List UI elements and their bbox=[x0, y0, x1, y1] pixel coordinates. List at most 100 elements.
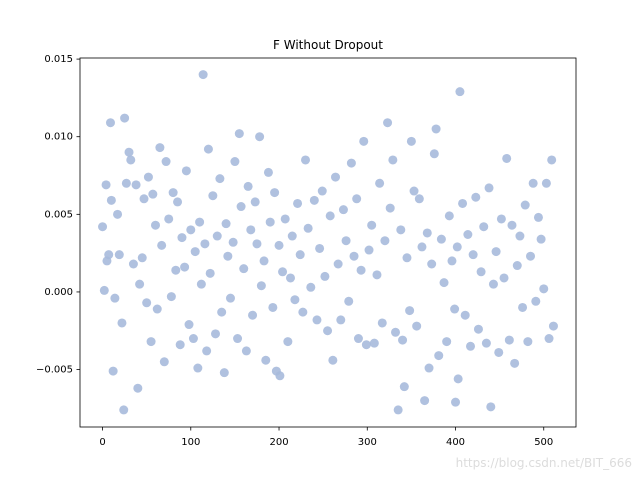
scatter-point bbox=[458, 198, 468, 208]
scatter-point bbox=[444, 211, 454, 221]
x-tick-label: 100 bbox=[181, 437, 200, 448]
y-tick-label: −0.005 bbox=[36, 365, 73, 376]
scatter-point bbox=[263, 167, 273, 177]
scatter-point bbox=[139, 194, 149, 204]
scatter-point bbox=[234, 129, 244, 139]
scatter-point bbox=[447, 256, 457, 266]
scatter-point bbox=[290, 295, 300, 305]
scatter-point bbox=[548, 321, 558, 331]
scatter-point bbox=[460, 310, 470, 320]
scatter-point bbox=[388, 155, 398, 165]
scatter-point bbox=[300, 155, 310, 165]
scatter-point bbox=[119, 405, 129, 415]
scatter-point bbox=[135, 279, 145, 289]
scatter-point bbox=[236, 202, 246, 212]
scatter-point bbox=[241, 346, 251, 356]
scatter-point bbox=[353, 334, 363, 344]
x-tick-label: 500 bbox=[534, 437, 553, 448]
scatter-point bbox=[547, 155, 557, 165]
scatter-point bbox=[287, 231, 297, 241]
scatter-point bbox=[391, 327, 401, 337]
scatter-point bbox=[128, 259, 138, 269]
scatter-point bbox=[414, 194, 424, 204]
scatter-point bbox=[377, 318, 387, 328]
scatter-point bbox=[137, 253, 147, 263]
scatter-point bbox=[114, 250, 124, 260]
scatter-point bbox=[451, 397, 461, 407]
scatter-point bbox=[221, 219, 231, 229]
scatter-point bbox=[504, 335, 514, 345]
scatter-point bbox=[239, 264, 249, 274]
scatter-point bbox=[105, 118, 115, 128]
scatter-point bbox=[436, 234, 446, 244]
scatter-point bbox=[106, 195, 116, 205]
scatter-point bbox=[499, 273, 509, 283]
scatter-point bbox=[331, 172, 341, 182]
scatter-point bbox=[186, 225, 196, 235]
scatter-point bbox=[442, 337, 452, 347]
scatter-point bbox=[275, 371, 285, 381]
scatter-point bbox=[157, 240, 167, 250]
scatter-point bbox=[409, 186, 419, 196]
scatter-point bbox=[215, 174, 225, 184]
scatter-point bbox=[175, 340, 185, 350]
scatter-point bbox=[285, 273, 295, 283]
scatter-point bbox=[526, 251, 536, 261]
scatter-point bbox=[98, 222, 108, 232]
scatter-point bbox=[520, 200, 530, 210]
scatter-point bbox=[406, 136, 416, 146]
scatter-point bbox=[274, 240, 284, 250]
scatter-point bbox=[188, 334, 198, 344]
scatter-point bbox=[510, 358, 520, 368]
scatter-point bbox=[228, 237, 238, 247]
x-tick-label: 300 bbox=[358, 437, 377, 448]
scatter-point bbox=[356, 265, 366, 275]
scatter-point bbox=[171, 265, 181, 275]
scatter-point bbox=[463, 230, 473, 240]
scatter-point bbox=[196, 279, 206, 289]
scatter-point bbox=[120, 113, 130, 123]
scatter-point bbox=[259, 256, 269, 266]
scatter-point bbox=[434, 351, 444, 361]
watermark: https://blog.csdn.net/BIT_666 bbox=[456, 456, 632, 470]
scatter-point bbox=[173, 197, 183, 207]
scatter-point bbox=[278, 267, 288, 277]
scatter-point bbox=[502, 153, 512, 163]
scatter-point bbox=[250, 197, 260, 207]
scatter-point bbox=[399, 382, 409, 392]
y-tick-label: 0.005 bbox=[44, 209, 73, 220]
scatter-point bbox=[323, 326, 333, 336]
scatter-point bbox=[466, 341, 476, 351]
scatter-point bbox=[315, 243, 325, 253]
scatter-point bbox=[146, 337, 156, 347]
scatter-point bbox=[518, 302, 528, 312]
scatter-point bbox=[152, 304, 162, 314]
scatter-point bbox=[126, 155, 136, 165]
scatter-point bbox=[198, 70, 208, 80]
scatter-point bbox=[481, 338, 491, 348]
scatter-point bbox=[303, 223, 313, 233]
scatter-point bbox=[488, 279, 498, 289]
scatter-point bbox=[108, 366, 118, 376]
scatter-point bbox=[99, 285, 109, 295]
scatter-point bbox=[252, 239, 262, 249]
scatter-point bbox=[298, 307, 308, 317]
scatter-point bbox=[268, 302, 278, 312]
scatter-point bbox=[533, 212, 543, 222]
scatter-point bbox=[309, 195, 319, 205]
scatter-point bbox=[295, 250, 305, 260]
scatter-point bbox=[131, 180, 141, 190]
scatter-point bbox=[473, 324, 483, 334]
scatter-point bbox=[205, 268, 215, 278]
scatter-point bbox=[166, 292, 176, 302]
scatter-point bbox=[177, 233, 187, 243]
scatter-point bbox=[471, 192, 481, 202]
scatter-point bbox=[541, 178, 551, 188]
scatter-point bbox=[367, 220, 377, 230]
scatter-point bbox=[507, 220, 517, 230]
scatter-point bbox=[168, 188, 178, 198]
y-tick-label: 0.015 bbox=[44, 54, 73, 65]
scatter-point bbox=[476, 267, 486, 277]
scatter-point bbox=[150, 220, 160, 230]
scatter-point bbox=[422, 228, 432, 238]
